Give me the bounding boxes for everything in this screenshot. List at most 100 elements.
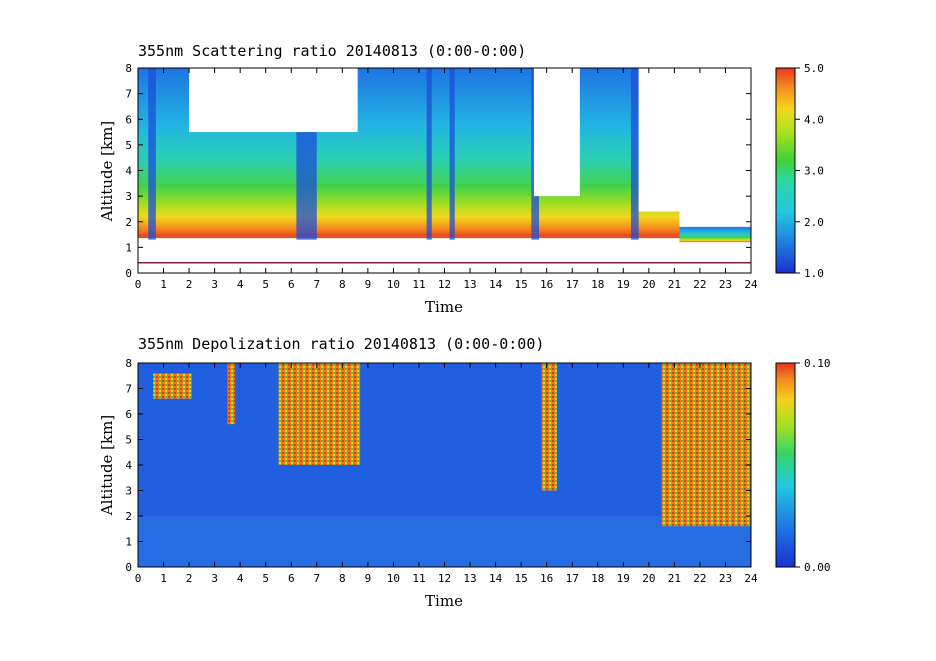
no-data-region xyxy=(533,68,580,197)
panel2-colorbar xyxy=(775,362,796,568)
x-tick-label: 21 xyxy=(668,278,681,291)
x-tick-label: 7 xyxy=(313,572,320,585)
panel2-y-label: Altitude [km] xyxy=(98,415,116,516)
x-tick-label: 6 xyxy=(288,278,295,291)
y-tick-label: 4 xyxy=(125,459,132,472)
high-depolarization-region xyxy=(153,373,192,399)
x-tick-label: 11 xyxy=(412,572,425,585)
x-tick-label: 2 xyxy=(186,278,193,291)
panel2-x-label: Time xyxy=(425,592,463,610)
colorbar-tick-label: 3.0 xyxy=(804,165,824,178)
cloud-gap xyxy=(630,68,639,240)
panel1-x-ticks: 0 1 2 3 4 5 6 7 8 9 10 11 12 13 14 15 16 17 18 19 20 21 22 23 24 xyxy=(135,68,758,291)
x-tick-label: 12 xyxy=(438,278,451,291)
y-tick-label: 6 xyxy=(125,113,132,126)
panel1-colorbar-ticks: 1.0 2.0 3.0 4.0 5.0 xyxy=(795,62,824,280)
x-tick-label: 14 xyxy=(489,572,503,585)
y-tick-label: 1 xyxy=(125,241,132,254)
colorbar-tick-label: 4.0 xyxy=(804,113,824,126)
x-tick-label: 16 xyxy=(540,278,553,291)
colorbar-tick-label: 1.0 xyxy=(804,267,824,280)
x-tick-label: 24 xyxy=(744,572,758,585)
x-tick-label: 0 xyxy=(135,572,142,585)
cloud-gap xyxy=(449,68,455,240)
x-tick-label: 3 xyxy=(211,278,218,291)
y-tick-label: 7 xyxy=(125,88,132,101)
y-tick-label: 5 xyxy=(125,139,132,152)
x-tick-label: 19 xyxy=(617,278,630,291)
x-tick-label: 3 xyxy=(211,572,218,585)
x-tick-label: 5 xyxy=(262,572,269,585)
x-tick-label: 0 xyxy=(135,278,142,291)
y-tick-label: 3 xyxy=(125,485,132,498)
no-data-region xyxy=(189,68,358,133)
x-tick-label: 20 xyxy=(642,572,655,585)
x-tick-label: 13 xyxy=(463,572,476,585)
x-tick-label: 15 xyxy=(515,278,528,291)
y-tick-label: 2 xyxy=(125,216,132,229)
x-tick-label: 8 xyxy=(339,572,346,585)
x-tick-label: 18 xyxy=(591,278,604,291)
x-tick-label: 1 xyxy=(160,278,167,291)
high-depolarization-region xyxy=(661,363,751,527)
x-tick-label: 23 xyxy=(719,278,732,291)
scattering-field-tail xyxy=(679,226,751,243)
x-tick-label: 20 xyxy=(642,278,655,291)
y-tick-label: 4 xyxy=(125,165,132,178)
x-tick-label: 5 xyxy=(262,278,269,291)
y-tick-label: 8 xyxy=(125,62,132,75)
y-tick-label: 5 xyxy=(125,434,132,447)
x-tick-label: 22 xyxy=(693,572,706,585)
x-tick-label: 19 xyxy=(617,572,630,585)
high-depolarization-region xyxy=(278,363,361,465)
x-tick-label: 9 xyxy=(365,572,372,585)
x-tick-label: 14 xyxy=(489,278,503,291)
panel1-heatmap xyxy=(138,68,751,273)
cloud-gap xyxy=(426,68,432,240)
panel1-colorbar xyxy=(775,67,796,274)
y-tick-label: 0 xyxy=(125,267,132,280)
panel2-title: 355nm Depolization ratio 20140813 (0:00-… xyxy=(138,335,544,353)
x-tick-label: 13 xyxy=(463,278,476,291)
y-tick-label: 8 xyxy=(125,357,132,370)
panel1-y-ticks: 0 1 2 3 4 5 6 7 8 xyxy=(125,62,751,280)
x-tick-label: 21 xyxy=(668,572,681,585)
x-tick-label: 17 xyxy=(566,572,579,585)
x-tick-label: 6 xyxy=(288,572,295,585)
x-tick-label: 10 xyxy=(387,572,400,585)
x-tick-label: 8 xyxy=(339,278,346,291)
cloud-gap xyxy=(148,68,156,240)
x-tick-label: 4 xyxy=(237,572,244,585)
no-data-region xyxy=(674,242,751,273)
x-tick-label: 24 xyxy=(744,278,758,291)
panel1-x-label: Time xyxy=(425,298,463,316)
panel2-colorbar-ticks: 0.00 0.10 xyxy=(795,357,831,574)
x-tick-label: 23 xyxy=(719,572,732,585)
x-tick-label: 22 xyxy=(693,278,706,291)
y-tick-label: 1 xyxy=(125,536,132,549)
lower-layer xyxy=(138,516,751,567)
x-tick-label: 1 xyxy=(160,572,167,585)
panel1-plot-area xyxy=(138,68,751,273)
y-tick-label: 7 xyxy=(125,383,132,396)
high-depolarization-region xyxy=(227,363,236,425)
y-tick-label: 2 xyxy=(125,510,132,523)
panel2-x-ticks: 0 1 2 3 4 5 6 7 8 9 10 11 12 13 14 15 16 17 18 19 20 21 22 23 24 xyxy=(135,363,758,585)
colorbar-tick-label: 2.0 xyxy=(804,216,824,229)
high-depolarization-region xyxy=(541,363,557,491)
x-tick-label: 12 xyxy=(438,572,451,585)
x-tick-label: 16 xyxy=(540,572,553,585)
x-tick-label: 11 xyxy=(412,278,425,291)
x-tick-label: 18 xyxy=(591,572,604,585)
x-tick-label: 17 xyxy=(566,278,579,291)
no-data-region xyxy=(638,68,751,212)
x-tick-label: 15 xyxy=(515,572,528,585)
boundary-layer-band xyxy=(138,234,680,239)
colorbar-tick-label: 0.00 xyxy=(804,561,831,574)
y-tick-label: 3 xyxy=(125,190,132,203)
x-tick-label: 7 xyxy=(313,278,320,291)
panel2-y-ticks: 0 1 2 3 4 5 6 7 8 xyxy=(125,357,751,574)
colorbar-tick-label: 0.10 xyxy=(804,357,831,370)
colorbar-tick-label: 5.0 xyxy=(804,62,824,75)
